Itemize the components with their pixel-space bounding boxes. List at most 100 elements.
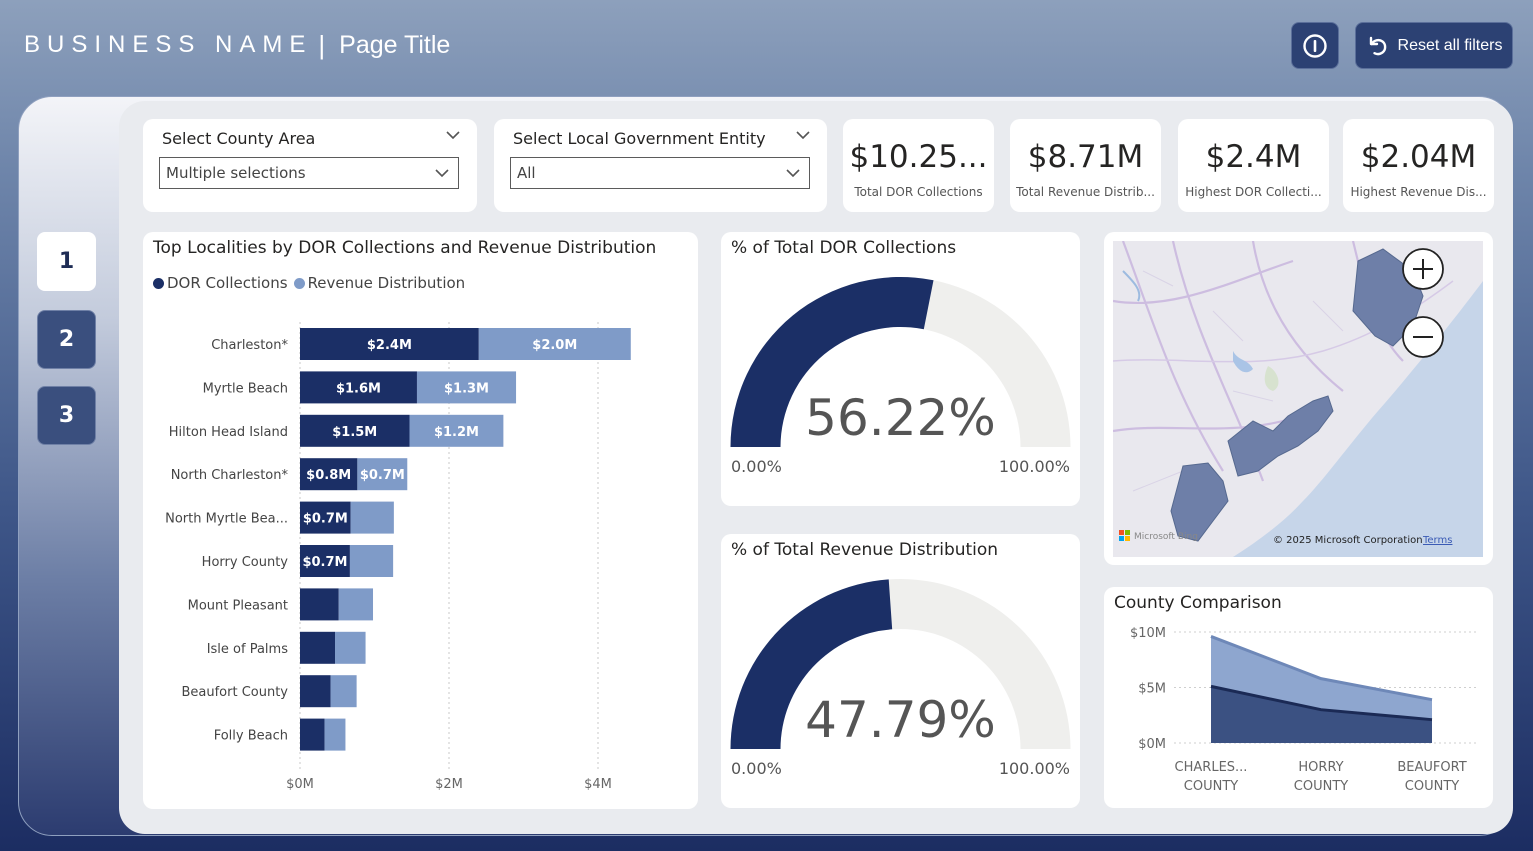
- info-button[interactable]: [1291, 22, 1339, 69]
- bar-dor-label: $2.4M: [367, 338, 412, 353]
- kpi-card-highest-dor: $2.4M Highest DOR Collecti...: [1178, 119, 1329, 212]
- undo-icon: [1369, 36, 1386, 55]
- bar-chart: $0M $2M $4M Charleston* $2.4M $2.0M Myrtle Bea…: [165, 322, 631, 792]
- bar-revenue: [335, 631, 366, 664]
- bar-dor: [300, 675, 331, 708]
- chevron-down-icon[interactable]: [795, 129, 811, 141]
- reset-filters-button[interactable]: Reset all filters: [1355, 22, 1513, 69]
- legend-dot-icon: [293, 278, 305, 289]
- title-separator: |: [318, 29, 326, 60]
- x-tick-label: $2M: [435, 777, 463, 792]
- bar-dor: [300, 371, 417, 404]
- chevron-down-icon: [786, 169, 800, 178]
- bar-revenue: [338, 588, 374, 621]
- page-nav-1[interactable]: 1: [37, 232, 96, 291]
- bar-revenue: [324, 718, 346, 751]
- gauge-card-dor: % of Total DOR Collections 56.22% 0.00% 10…: [721, 232, 1080, 506]
- map-attribution: © 2025 Microsoft Corporation: [1273, 535, 1423, 546]
- entity-slicer-dropdown[interactable]: All: [510, 157, 810, 189]
- kpi-value: $8.71M: [1027, 139, 1144, 175]
- x-tick-label: HORRY: [1298, 760, 1343, 775]
- kpi-value: $2.04M: [1360, 139, 1477, 175]
- y-tick-label: $5M: [1138, 682, 1166, 697]
- map-terms-link[interactable]: Terms: [1422, 535, 1452, 546]
- kpi-label: Total DOR Collections: [854, 185, 983, 199]
- county-slicer-label: Select County Area: [162, 129, 316, 148]
- gauge-fill: [730, 277, 934, 447]
- category-label: Hilton Head Island: [169, 425, 288, 440]
- category-label: North Myrtle Bea...: [165, 512, 288, 527]
- legend-revenue[interactable]: Revenue Distribution: [293, 274, 465, 292]
- kpi-label: Highest DOR Collecti...: [1185, 185, 1322, 199]
- bar-dor-label: $1.5M: [332, 425, 377, 440]
- business-name: BUSINESS NAME: [24, 31, 313, 58]
- gauge-card-revenue: % of Total Revenue Distribution 47.79% 0.…: [721, 534, 1080, 808]
- legend-dor[interactable]: DOR Collections: [153, 274, 288, 292]
- info-icon: [1303, 33, 1327, 58]
- kpi-card-total-revenue: $8.71M Total Revenue Distrib...: [1010, 119, 1161, 212]
- bar-dor-label: $1.6M: [336, 381, 381, 396]
- county-slicer-dropdown[interactable]: Multiple selections: [159, 157, 459, 189]
- kpi-value: $2.4M: [1205, 139, 1302, 175]
- kpi-card-highest-revenue: $2.04M Highest Revenue Dis...: [1343, 119, 1494, 212]
- category-label: Beaufort County: [181, 685, 288, 700]
- map-logo: Microsoft Bing: [1134, 532, 1198, 542]
- category-label: Charleston*: [211, 338, 288, 353]
- gauge-value: 47.79%: [805, 691, 996, 749]
- x-tick-label: $0M: [286, 777, 314, 792]
- map-card: Microsoft Bing © 2025 Microsoft Corporat…: [1104, 232, 1493, 565]
- reset-filters-label: Reset all filters: [1397, 36, 1503, 54]
- gauge-dor-title: % of Total DOR Collections: [731, 238, 957, 258]
- kpi-label: Total Revenue Distrib...: [1016, 185, 1155, 199]
- bar-dor: [300, 545, 350, 577]
- gauge-dor: 56.22% 0.00% 100.00%: [730, 277, 1071, 476]
- bar-revenue-label: $1.3M: [444, 381, 489, 396]
- category-label: Folly Beach: [214, 729, 288, 744]
- bar-dor: [300, 718, 325, 751]
- bar-revenue-label: $0.7M: [360, 468, 405, 483]
- header: BUSINESS NAME | Page Title: [24, 28, 450, 62]
- bar-dor: [300, 328, 479, 360]
- gauge-rev-title: % of Total Revenue Distribution: [731, 540, 999, 560]
- map[interactable]: Microsoft Bing © 2025 Microsoft Corporat…: [1113, 241, 1483, 557]
- gauge-min-label: 0.00%: [731, 457, 782, 476]
- y-tick-label: $10M: [1130, 626, 1166, 641]
- bar-dor-label: $0.7M: [303, 512, 348, 527]
- line-revenue: [1210, 684, 1433, 722]
- page-title: Page Title: [339, 30, 451, 59]
- bar-dor: [300, 631, 336, 664]
- bar-dor: [300, 458, 358, 491]
- bar-dor-label: $0.7M: [302, 555, 347, 570]
- gauge-fill: [730, 579, 893, 749]
- bar-dor: [300, 414, 410, 447]
- category-label: Isle of Palms: [207, 642, 289, 657]
- chevron-down-icon: [435, 169, 449, 178]
- bar-dor: [300, 588, 339, 621]
- gauge-min-label: 0.00%: [731, 759, 782, 778]
- x-tick-label: COUNTY: [1184, 779, 1238, 794]
- bar-dor-label: $0.8M: [306, 468, 351, 483]
- county-slicer: Select County Area Multiple selections: [143, 119, 477, 212]
- county-comparison-card: County Comparison $10M $5M $0M CHARLES... CO…: [1104, 587, 1493, 808]
- gauge-max-label: 100.00%: [999, 759, 1070, 778]
- gauge-value: 56.22%: [805, 389, 996, 447]
- gauge-max-label: 100.00%: [999, 457, 1070, 476]
- page-nav-2[interactable]: 2: [37, 310, 96, 369]
- line-dor: [1210, 635, 1433, 702]
- area-revenue: [1211, 686, 1432, 743]
- bar-revenue: [357, 458, 408, 491]
- page-nav-3[interactable]: 3: [37, 386, 96, 445]
- bar-revenue: [350, 501, 394, 534]
- chevron-down-icon[interactable]: [445, 129, 461, 141]
- x-tick-label: COUNTY: [1294, 779, 1348, 794]
- bar-revenue-label: $1.2M: [434, 425, 479, 440]
- bar-revenue: [330, 675, 357, 708]
- x-tick-label: $4M: [584, 777, 612, 792]
- legend-dot-icon: [153, 278, 164, 289]
- county-area-chart: $10M $5M $0M CHARLES... COUNTY HORRY COUNTY BEA…: [1130, 626, 1476, 794]
- bar-chart-card: Top Localities by DOR Collections and Re…: [143, 232, 698, 809]
- kpi-label: Highest Revenue Dis...: [1350, 185, 1487, 199]
- bar-revenue-label: $2.0M: [532, 338, 577, 353]
- entity-slicer-label: Select Local Government Entity: [513, 129, 766, 148]
- bar-revenue: [478, 328, 631, 360]
